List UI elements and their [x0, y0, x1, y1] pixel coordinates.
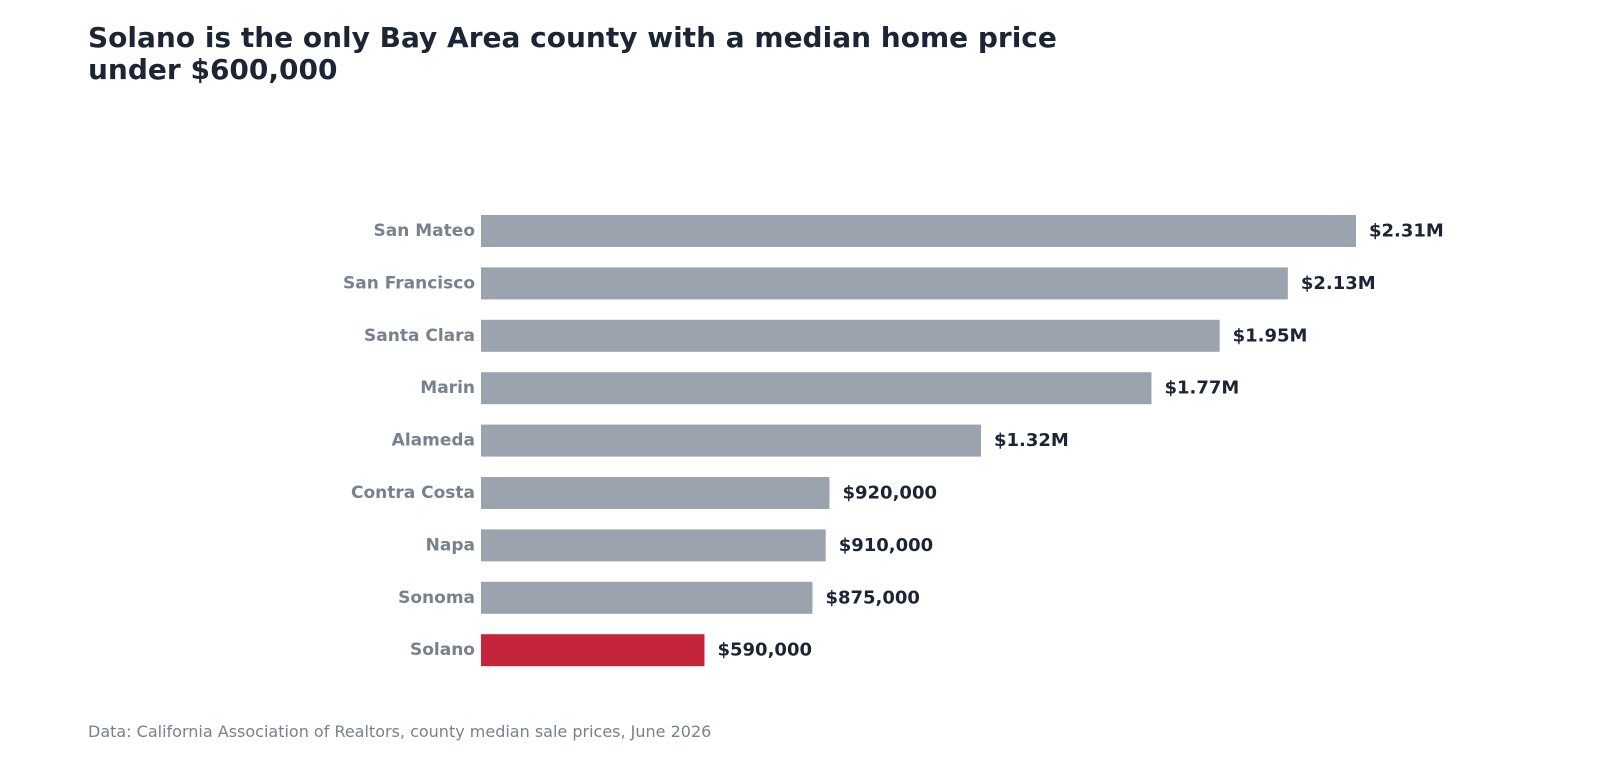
- value-labels-group: $2.31M $2.13M $1.95M $1.77M $1.32M $920,000 $9…: [717, 221, 1443, 661]
- bar-san-mateo: [481, 215, 1356, 247]
- value-label-alameda: $1.32M: [994, 430, 1069, 451]
- category-label-contra-costa: Contra Costa: [351, 483, 475, 503]
- bar-alameda: [481, 424, 981, 457]
- value-label-san-francisco: $2.13M: [1301, 273, 1376, 294]
- chart-title: Solano is the only Bay Area county with …: [88, 21, 1057, 86]
- category-label-santa-clara: Santa Clara: [364, 326, 475, 346]
- category-label-marin: Marin: [420, 378, 475, 398]
- bar-santa-clara: [481, 319, 1220, 352]
- value-label-napa: $910,000: [839, 535, 934, 556]
- category-labels-group: San Mateo San Francisco Santa Clara Marin Al…: [343, 221, 475, 660]
- value-label-marin: $1.77M: [1164, 378, 1239, 399]
- bar-contra-costa: [481, 477, 830, 509]
- bar-marin: [481, 372, 1152, 405]
- category-label-sonoma: Sonoma: [398, 588, 475, 608]
- category-label-napa: Napa: [426, 535, 475, 555]
- bar-san-francisco: [481, 267, 1288, 300]
- bar-solano: [481, 634, 705, 667]
- value-label-solano: $590,000: [717, 640, 812, 661]
- category-label-san-francisco: San Francisco: [343, 273, 475, 293]
- bar-sonoma: [481, 581, 813, 614]
- source-note: Data: California Association of Realtors…: [88, 722, 712, 741]
- value-label-santa-clara: $1.95M: [1233, 325, 1308, 346]
- category-label-alameda: Alameda: [392, 431, 475, 451]
- category-label-san-mateo: San Mateo: [374, 221, 475, 241]
- bars-group: [481, 215, 1356, 667]
- bar-napa: [481, 529, 826, 562]
- category-label-solano: Solano: [410, 640, 475, 660]
- value-label-contra-costa: $920,000: [842, 483, 937, 504]
- value-label-sonoma: $875,000: [825, 587, 920, 608]
- value-label-san-mateo: $2.31M: [1369, 221, 1444, 242]
